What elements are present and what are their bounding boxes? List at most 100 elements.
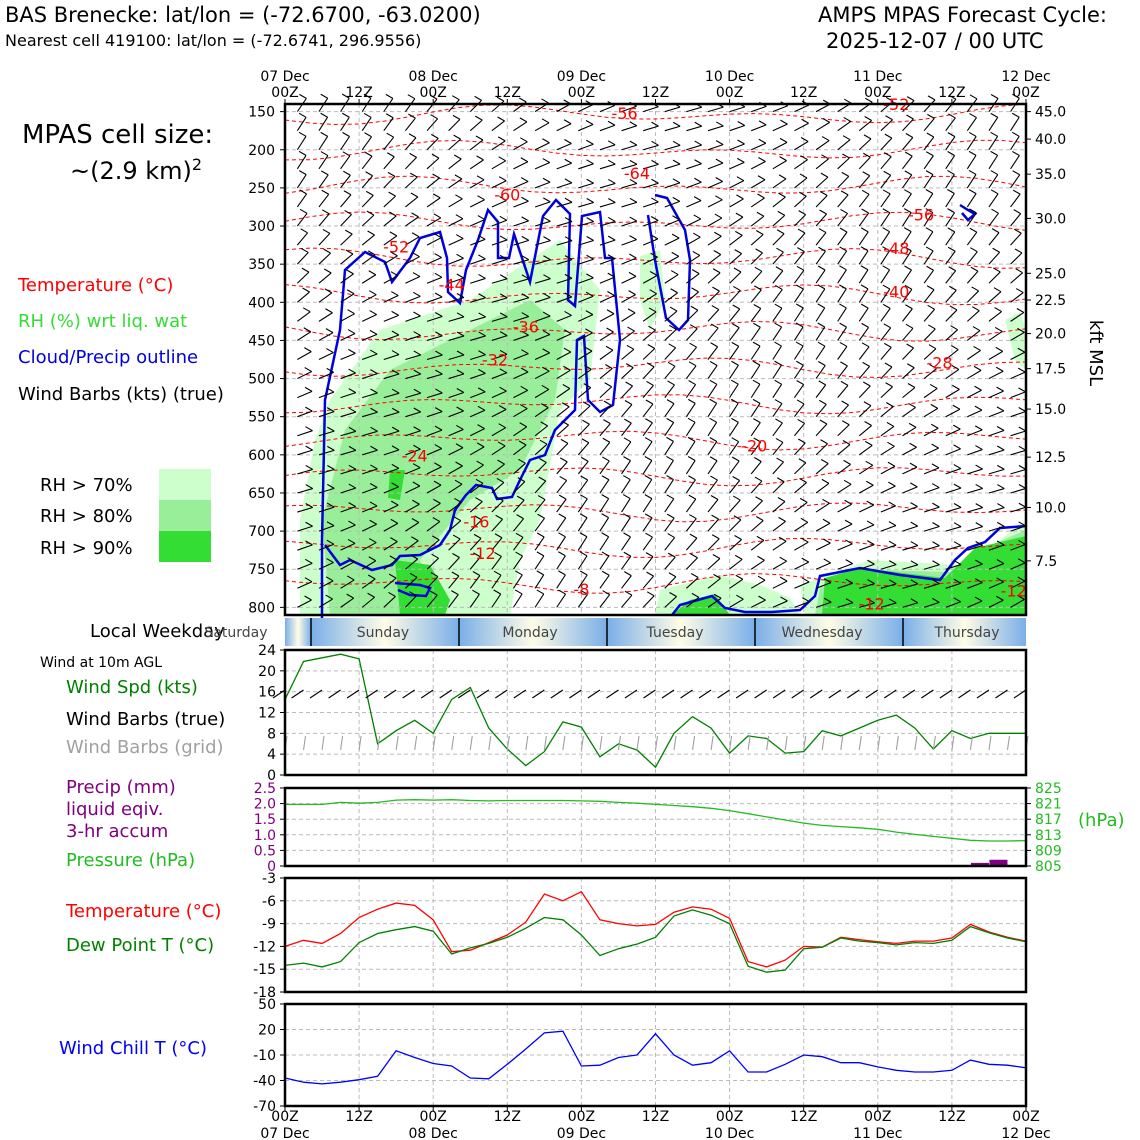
wind-barb-grid bbox=[710, 735, 714, 751]
wind-barb bbox=[340, 575, 355, 589]
wind-barb-true bbox=[272, 689, 286, 699]
wind-barb-flag bbox=[456, 331, 465, 337]
wind-barb bbox=[858, 342, 870, 360]
wind-barb-shaft bbox=[297, 544, 313, 551]
wind-barb bbox=[880, 362, 893, 379]
wind-barb-flag bbox=[412, 291, 421, 297]
wind-barb-shaft bbox=[923, 269, 934, 284]
wind-barb-shaft bbox=[686, 273, 700, 284]
wind-barb bbox=[1010, 209, 1022, 227]
wind-barb-flag bbox=[905, 133, 914, 138]
wind-barb bbox=[794, 557, 810, 570]
wind-barb bbox=[988, 484, 1005, 494]
wind-barb-shaft bbox=[383, 596, 396, 608]
wind-barb-flag bbox=[388, 573, 397, 579]
wind-barb-grid bbox=[692, 735, 696, 751]
wind-barb-shaft bbox=[642, 201, 659, 208]
wind-barb-flag bbox=[326, 521, 335, 527]
wind-barb-flag bbox=[774, 399, 783, 405]
wind-barb bbox=[556, 139, 572, 151]
wind-barb-flag bbox=[302, 307, 311, 313]
wind-barb bbox=[556, 197, 573, 208]
wind-panel-ytick-label: 0 bbox=[267, 768, 276, 784]
wind-barb-shaft bbox=[318, 487, 335, 494]
wind-barb-flag bbox=[601, 532, 609, 538]
wind-barb-shaft bbox=[794, 177, 808, 189]
wind-barb-flag bbox=[563, 365, 571, 371]
wind-barb bbox=[577, 383, 592, 399]
wind-barb-flag bbox=[363, 112, 372, 118]
wind-barb bbox=[469, 552, 481, 570]
wind-barb bbox=[664, 455, 674, 475]
wind-barb-shaft bbox=[513, 426, 528, 437]
wind-barb bbox=[642, 234, 659, 246]
wind-barb-shaft bbox=[513, 408, 528, 418]
wind-barb bbox=[750, 322, 761, 341]
wind-barb-shaft bbox=[383, 275, 399, 284]
wind-barb-shaft bbox=[923, 467, 940, 475]
wind-barb-shaft bbox=[599, 498, 610, 513]
wind-barb-shaft bbox=[685, 479, 696, 494]
wind-barb-flag bbox=[413, 311, 421, 317]
wind-barb-flag bbox=[651, 140, 659, 146]
wind-barb-shaft bbox=[837, 483, 852, 494]
wind-barb-shaft bbox=[599, 239, 616, 246]
wind-barb-flag bbox=[905, 323, 914, 329]
wind-barb-flag bbox=[1017, 558, 1026, 564]
wind-barb-flag bbox=[735, 230, 743, 236]
wind-barb bbox=[513, 514, 524, 532]
bottom-axis-date-label: 08 Dec bbox=[409, 1126, 458, 1140]
wind-barb-flag bbox=[1014, 248, 1023, 254]
wind-barb bbox=[685, 553, 698, 570]
wind-barb-flag bbox=[305, 521, 313, 527]
wind-barb-shaft bbox=[491, 463, 505, 475]
wind-barb-flag bbox=[473, 533, 482, 539]
wind-barb-shaft bbox=[837, 523, 853, 532]
wind-barb-flag bbox=[536, 589, 545, 595]
wind-barb-shaft bbox=[534, 555, 545, 570]
wind-barb-flag bbox=[735, 574, 744, 580]
wind-barb-flag bbox=[498, 423, 506, 429]
wind-barb-flag bbox=[624, 571, 632, 577]
wind-barb-shaft bbox=[923, 136, 935, 151]
wind-barb-flag bbox=[368, 270, 377, 276]
wind-barb bbox=[794, 478, 807, 494]
wind-barb bbox=[750, 157, 766, 170]
wind-barb-shaft bbox=[794, 423, 806, 437]
wind-barb bbox=[642, 325, 656, 341]
wind-barb-shaft bbox=[815, 482, 830, 494]
wind-barb-shaft bbox=[642, 536, 653, 551]
wind-barb-shaft bbox=[880, 386, 893, 399]
wind-barb-shaft bbox=[556, 240, 573, 246]
wind-barb-shaft bbox=[621, 479, 631, 494]
wind-barb-shaft bbox=[707, 125, 724, 132]
wind-barb-flag bbox=[558, 570, 566, 576]
wind-barb-shaft bbox=[642, 595, 655, 608]
wind-barb bbox=[729, 495, 741, 513]
wind-barb-shaft bbox=[491, 574, 502, 589]
wind-barb-shaft bbox=[513, 278, 530, 284]
wind-barb-shaft bbox=[599, 220, 616, 227]
wind-barb-flag bbox=[521, 293, 530, 299]
wind-barb-flag bbox=[454, 479, 463, 485]
wind-barb bbox=[837, 459, 851, 475]
wind-barb-shaft bbox=[880, 137, 893, 151]
cloud-outline bbox=[646, 193, 692, 332]
wind-barb bbox=[923, 227, 934, 246]
wind-barb bbox=[318, 348, 334, 360]
wind-barb-flag bbox=[495, 514, 503, 520]
wind-barb-shaft bbox=[556, 221, 573, 227]
wind-barb bbox=[664, 102, 681, 113]
wind-barb-shaft bbox=[707, 384, 718, 398]
wind-barb bbox=[859, 540, 875, 551]
wind-barb-flag bbox=[863, 152, 871, 158]
wind-barb-flag bbox=[688, 475, 696, 481]
legend-temperature: Temperature (°C) bbox=[18, 275, 174, 296]
wind-barb bbox=[642, 307, 657, 322]
kft-axis-label: 10.0 bbox=[1035, 500, 1066, 516]
wind-barb bbox=[988, 307, 1002, 322]
wind-barb bbox=[664, 233, 680, 246]
wind-barb bbox=[966, 131, 977, 151]
wind-barb-flag bbox=[646, 571, 654, 577]
wind-barb-flag bbox=[326, 348, 334, 354]
